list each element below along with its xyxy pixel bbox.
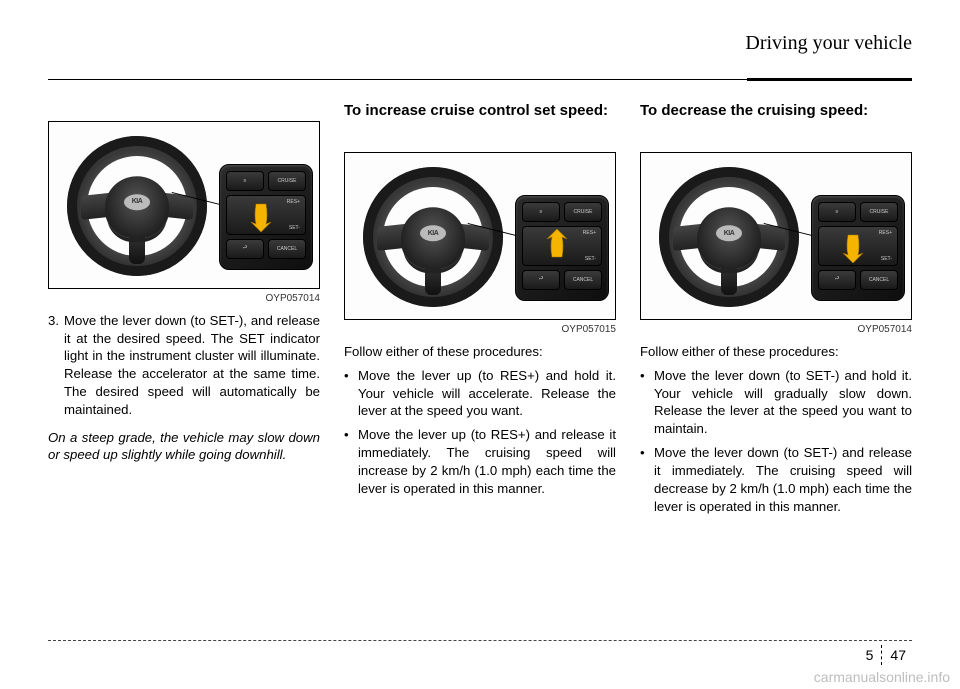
steering-wheel-icon: KIA: [363, 167, 503, 307]
bullet-text: Move the lever down (to SET-) and releas…: [654, 444, 912, 515]
step-number: 3.: [48, 312, 64, 419]
figure-3-label: OYP057014: [640, 324, 912, 335]
figure-2: KIA ≡ CRUISE RES+ SET- ⮐: [344, 152, 616, 320]
control-pad-inset: ≡ CRUISE RES+ SET- ⮐ CANCEL: [219, 164, 313, 270]
back-button-icon: ⮐: [226, 239, 264, 259]
down-arrow-icon: [842, 233, 864, 263]
page-header: Driving your vehicle: [48, 40, 912, 80]
bullet-text: Move the lever down (to SET-) and hold i…: [654, 367, 912, 438]
gap-button-icon: ≡: [226, 171, 264, 191]
cruise-button-icon: CRUISE: [860, 202, 898, 222]
col2-lead: Follow either of these procedures:: [344, 343, 616, 361]
gap-button-icon: ≡: [522, 202, 560, 222]
up-arrow-icon: [546, 229, 568, 259]
bullet-item: • Move the lever up (to RES+) and releas…: [344, 426, 616, 497]
gap-button-icon: ≡: [818, 202, 856, 222]
figure-3: KIA ≡ CRUISE RES+ SET- ⮐: [640, 152, 912, 320]
section-title: Driving your vehicle: [745, 32, 912, 55]
res-set-rocker-icon: RES+ SET-: [522, 226, 602, 266]
bullet-item: • Move the lever down (to SET-) and rele…: [640, 444, 912, 515]
note-text: On a steep grade, the vehicle may slow d…: [48, 429, 320, 465]
figure-1-label: OYP057014: [48, 293, 320, 304]
cancel-button-icon: CANCEL: [268, 239, 306, 259]
col2-body: Follow either of these procedures: • Mov…: [344, 343, 616, 504]
cancel-button-icon: CANCEL: [564, 270, 602, 290]
res-set-rocker-icon: RES+ SET-: [226, 195, 306, 235]
res-set-rocker-icon: RES+ SET-: [818, 226, 898, 266]
col1-body: 3. Move the lever down (to SET-), and re…: [48, 312, 320, 465]
manual-page: Driving your vehicle KIA ≡ CRUISE: [0, 0, 960, 689]
bullet-dot: •: [344, 426, 358, 497]
watermark: carmanualsonline.info: [814, 669, 950, 685]
page-footer: 5 47: [860, 645, 912, 665]
figure-2-label: OYP057015: [344, 324, 616, 335]
step-3: 3. Move the lever down (to SET-), and re…: [48, 312, 320, 419]
bullet-dot: •: [640, 444, 654, 515]
content-columns: KIA ≡ CRUISE RES+ SET- ⮐: [48, 102, 912, 521]
brand-logo: KIA: [716, 225, 742, 241]
steering-wheel-icon: KIA: [659, 167, 799, 307]
footer-rule: [48, 640, 912, 641]
cancel-button-icon: CANCEL: [860, 270, 898, 290]
control-pad-inset: ≡ CRUISE RES+ SET- ⮐ CANCEL: [811, 195, 905, 301]
bullet-item: • Move the lever down (to SET-) and hold…: [640, 367, 912, 438]
back-button-icon: ⮐: [818, 270, 856, 290]
header-rule: [48, 79, 912, 80]
bullet-dot: •: [344, 367, 358, 420]
bullet-item: • Move the lever up (to RES+) and hold i…: [344, 367, 616, 420]
col3-body: Follow either of these procedures: • Mov…: [640, 343, 912, 521]
column-1: KIA ≡ CRUISE RES+ SET- ⮐: [48, 102, 320, 521]
back-button-icon: ⮐: [522, 270, 560, 290]
column-3: To decrease the cruising speed: KIA ≡ CR…: [640, 102, 912, 521]
steering-wheel-icon: KIA: [67, 136, 207, 276]
col2-heading: To increase cruise control set speed:: [344, 102, 616, 142]
bullet-text: Move the lever up (to RES+) and release …: [358, 426, 616, 497]
footer-separator: [881, 645, 882, 665]
brand-logo: KIA: [420, 225, 446, 241]
column-2: To increase cruise control set speed: KI…: [344, 102, 616, 521]
brand-logo: KIA: [124, 194, 150, 210]
col3-heading: To decrease the cruising speed:: [640, 102, 912, 142]
bullet-dot: •: [640, 367, 654, 438]
cruise-button-icon: CRUISE: [268, 171, 306, 191]
down-arrow-icon: [250, 202, 272, 232]
figure-1: KIA ≡ CRUISE RES+ SET- ⮐: [48, 121, 320, 289]
control-pad-inset: ≡ CRUISE RES+ SET- ⮐ CANCEL: [515, 195, 609, 301]
chapter-number: 5: [860, 645, 880, 665]
bullet-text: Move the lever up (to RES+) and hold it.…: [358, 367, 616, 420]
col3-lead: Follow either of these procedures:: [640, 343, 912, 361]
step-text: Move the lever down (to SET-), and relea…: [64, 312, 320, 419]
page-number: 47: [884, 645, 912, 665]
cruise-button-icon: CRUISE: [564, 202, 602, 222]
